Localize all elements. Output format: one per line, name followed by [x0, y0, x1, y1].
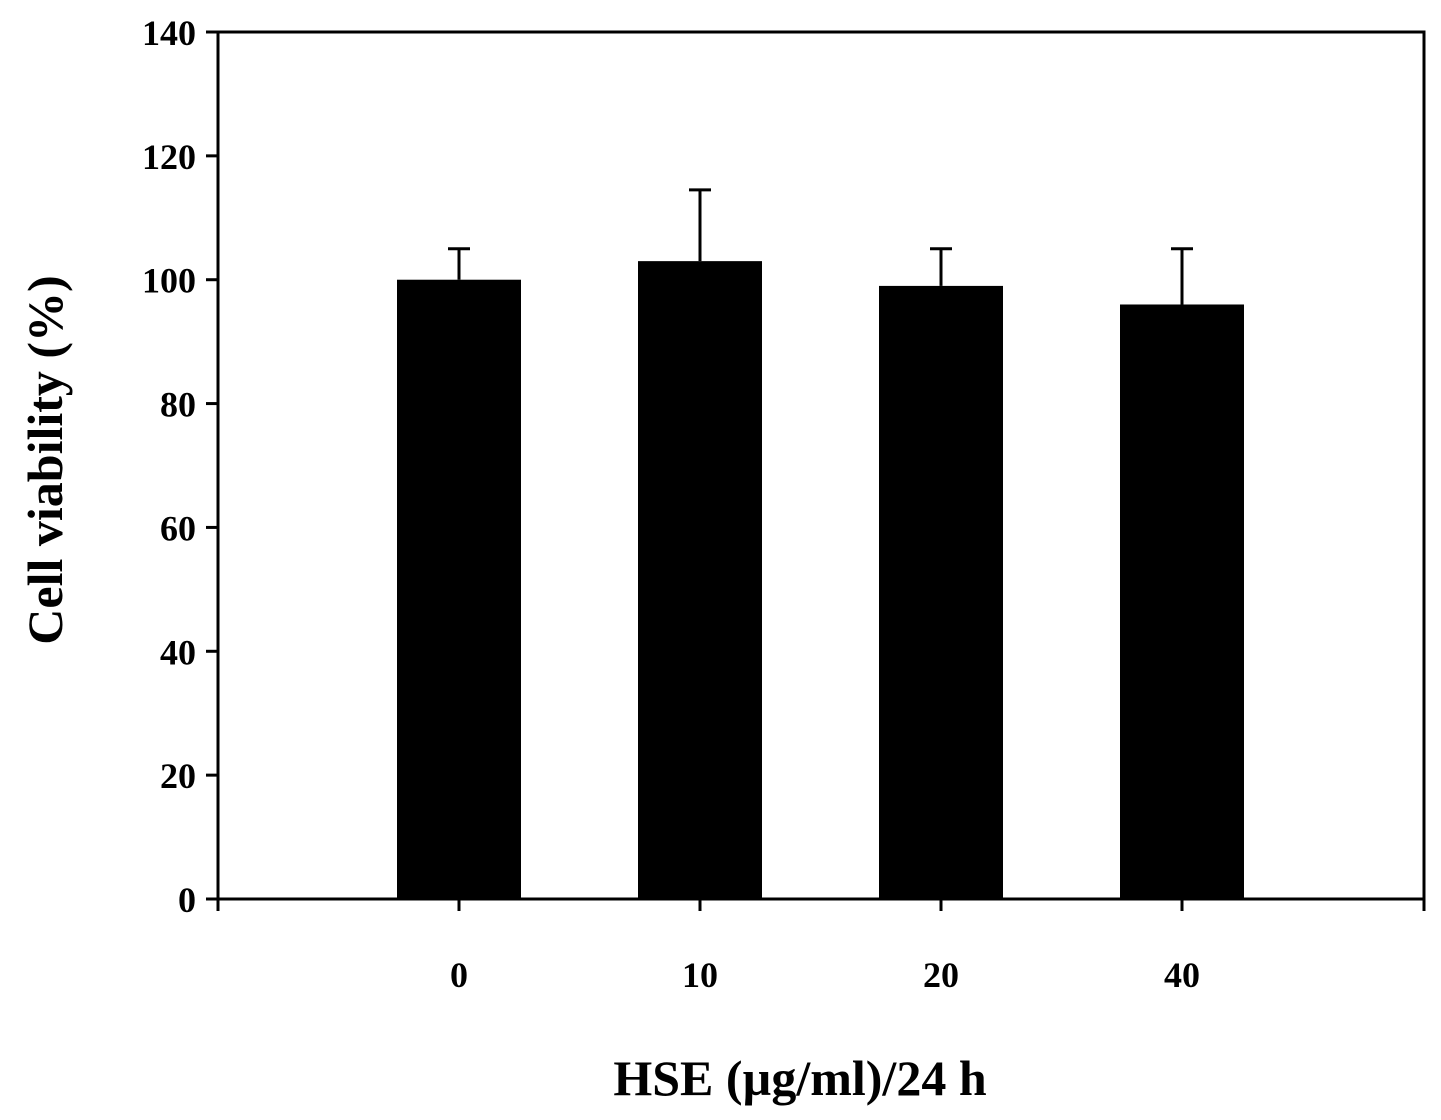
plot-area-border — [216, 30, 1426, 901]
y-tick-label: 0 — [178, 880, 196, 920]
plot-frame — [216, 30, 1426, 901]
bar-10 — [638, 261, 762, 899]
bars-layer — [397, 261, 1244, 900]
y-tick-label: 140 — [142, 13, 196, 53]
x-tick-label: 40 — [1164, 955, 1200, 995]
x-axis-label: HSE (µg/ml)/24 h — [613, 1050, 986, 1106]
error-bars-layer — [448, 188, 1193, 305]
y-axis-ticks: 0 20 40 60 80 100 120 140 — [142, 13, 218, 920]
x-axis-ticks: 0 10 20 40 — [216, 899, 1426, 995]
bar-20 — [879, 285, 1003, 900]
x-tick-label: 10 — [682, 955, 718, 995]
y-tick-label: 40 — [160, 632, 196, 672]
bar-40 — [1120, 304, 1244, 899]
y-tick-label: 120 — [142, 137, 196, 177]
x-tick-label: 0 — [450, 955, 468, 995]
y-tick-label: 20 — [160, 756, 196, 796]
y-tick-label: 100 — [142, 261, 196, 301]
y-axis-label: Cell viability (%) — [17, 275, 73, 644]
bar-0 — [397, 279, 521, 899]
x-tick-label: 20 — [923, 955, 959, 995]
y-tick-label: 80 — [160, 385, 196, 425]
y-tick-label: 60 — [160, 508, 196, 548]
